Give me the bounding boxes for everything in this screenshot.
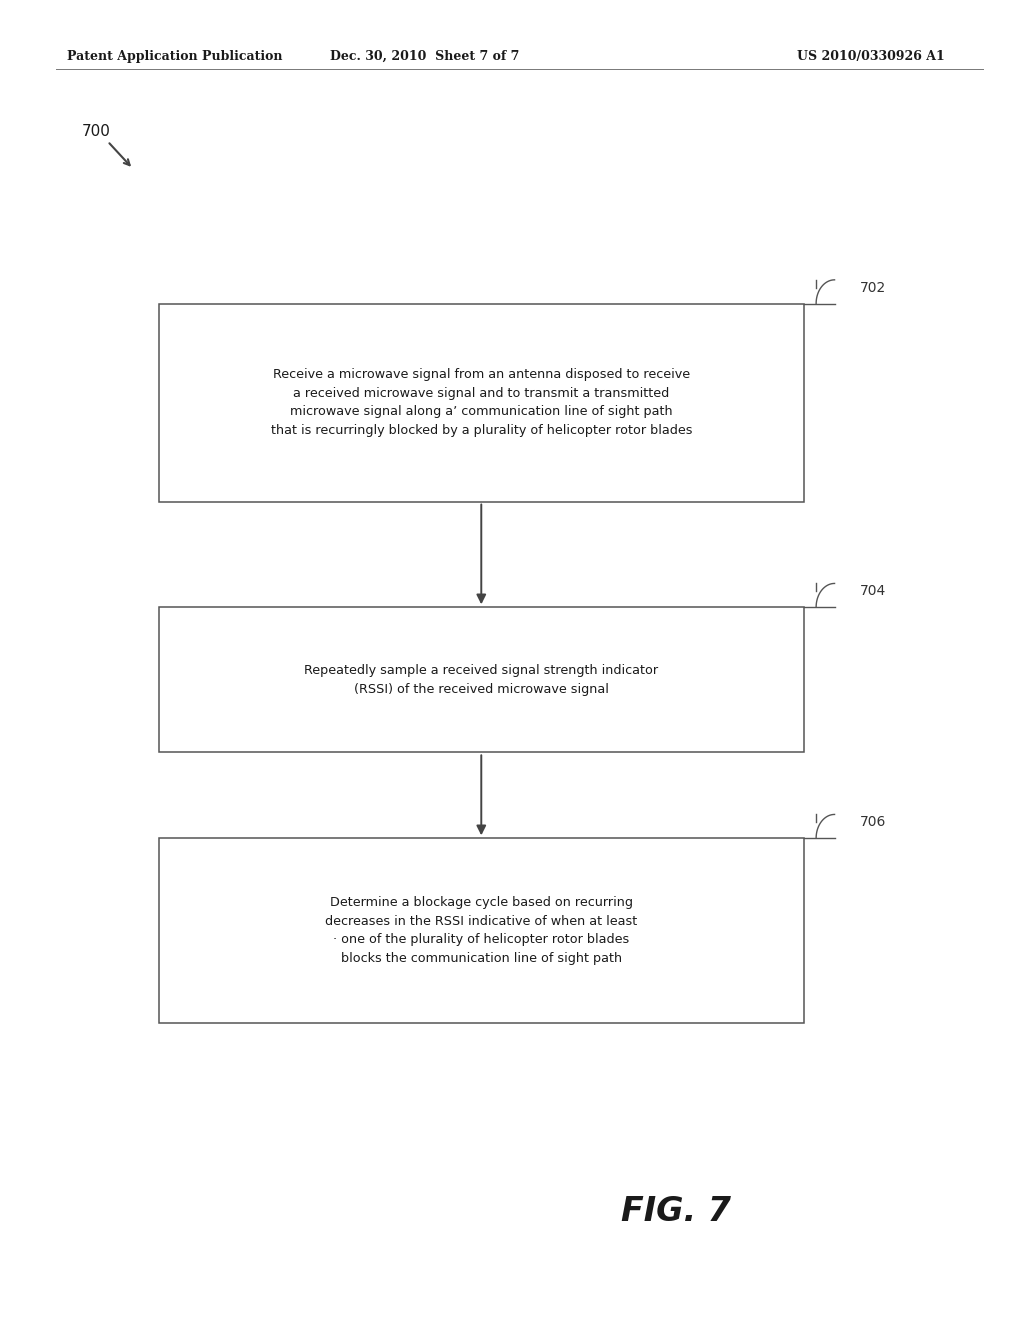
Text: Receive a microwave signal from an antenna disposed to receive
a received microw: Receive a microwave signal from an anten… xyxy=(270,368,692,437)
Bar xyxy=(159,838,804,1023)
Text: 702: 702 xyxy=(860,281,887,294)
Bar xyxy=(159,304,804,502)
Text: Dec. 30, 2010  Sheet 7 of 7: Dec. 30, 2010 Sheet 7 of 7 xyxy=(331,50,519,63)
Text: 704: 704 xyxy=(860,585,887,598)
Text: Repeatedly sample a received signal strength indicator
(RSSI) of the received mi: Repeatedly sample a received signal stre… xyxy=(304,664,658,696)
Text: 706: 706 xyxy=(860,816,887,829)
Text: FIG. 7: FIG. 7 xyxy=(621,1196,731,1228)
Bar xyxy=(159,607,804,752)
Text: 700: 700 xyxy=(82,124,111,140)
Text: Determine a blockage cycle based on recurring
decreases in the RSSI indicative o: Determine a blockage cycle based on recu… xyxy=(326,896,637,965)
Text: US 2010/0330926 A1: US 2010/0330926 A1 xyxy=(797,50,944,63)
Text: Patent Application Publication: Patent Application Publication xyxy=(67,50,282,63)
